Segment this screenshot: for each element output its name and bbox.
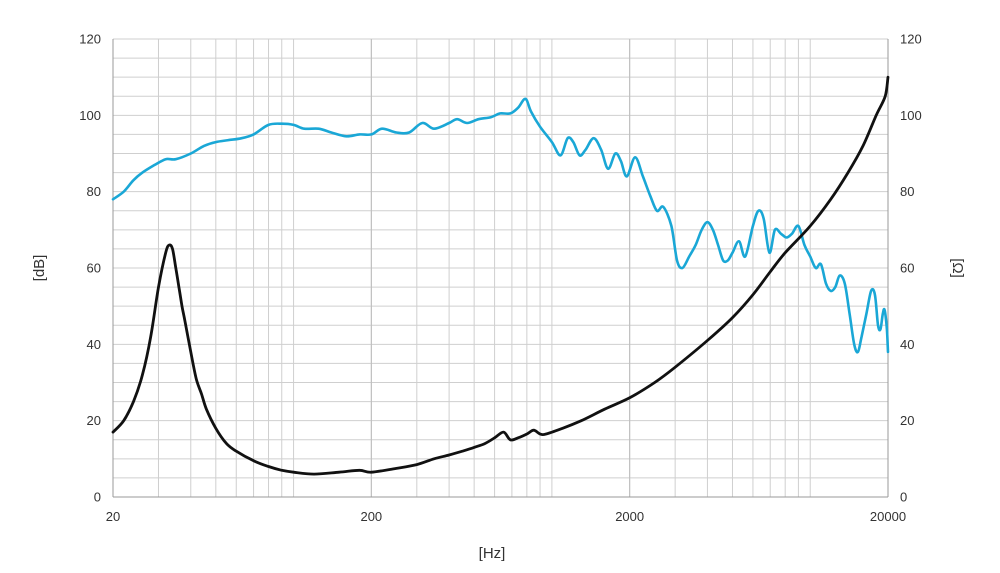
y-left-tick-label: 120 — [79, 32, 101, 47]
y-right-tick-label: 20 — [900, 413, 914, 428]
x-tick-label: 200 — [360, 509, 382, 524]
chart-grid — [112, 38, 889, 498]
spl-curve — [111, 97, 890, 354]
y-left-tick-label: 80 — [87, 184, 101, 199]
y-left-tick-label: 20 — [87, 413, 101, 428]
y-left-tick-label: 40 — [87, 337, 101, 352]
y-right-tick-label: 120 — [900, 32, 922, 47]
y-right-tick-label: 0 — [900, 490, 907, 505]
impedance-curve — [111, 75, 890, 476]
x-tick-label: 20 — [106, 509, 120, 524]
chart-series — [111, 75, 890, 476]
y-right-tick-label: 100 — [900, 108, 922, 123]
y-right-tick-label: 60 — [900, 261, 914, 276]
y-axis-right-label: [Ω] — [949, 258, 966, 278]
y-right-tick-label: 40 — [900, 337, 914, 352]
y-left-tick-label: 0 — [94, 490, 101, 505]
x-tick-label: 20000 — [870, 509, 906, 524]
chart-ticks: 20 200 2000 20000 0 20 40 60 80 100 120 0 20 40 60 80 10… — [79, 32, 921, 525]
x-axis-label: [Hz] — [479, 545, 506, 562]
y-axis-left-label: [dB] — [31, 255, 48, 282]
y-left-tick-label: 100 — [79, 108, 101, 123]
x-tick-label: 2000 — [615, 509, 644, 524]
y-left-tick-label: 60 — [87, 261, 101, 276]
y-right-tick-label: 80 — [900, 184, 914, 199]
